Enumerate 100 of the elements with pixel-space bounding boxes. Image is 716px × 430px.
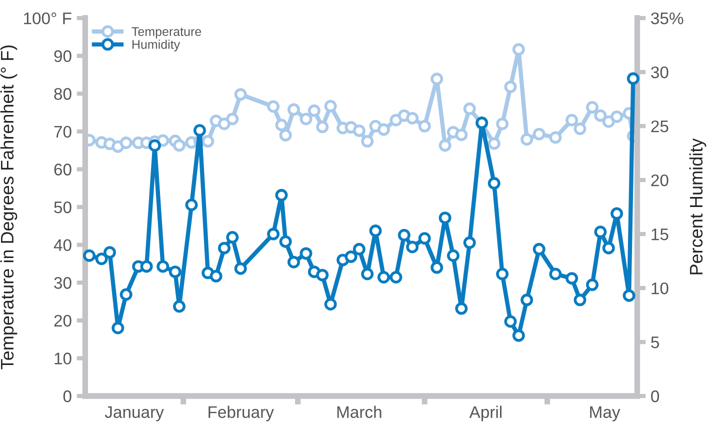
point (226, 112, 239, 126)
point (610, 207, 624, 220)
point (275, 118, 288, 132)
point (218, 118, 230, 130)
point (140, 260, 153, 273)
point (226, 231, 239, 244)
point (512, 43, 525, 56)
point (455, 302, 468, 315)
point (586, 278, 599, 292)
point (504, 315, 517, 328)
point (566, 272, 578, 285)
y-tick-label: 10 (54, 352, 72, 364)
point (210, 270, 222, 282)
legend-label: Humidity (132, 40, 180, 52)
point (234, 88, 247, 101)
point (193, 124, 206, 137)
point (202, 135, 214, 148)
point (549, 268, 562, 280)
point (156, 260, 170, 273)
point (95, 252, 108, 266)
point (168, 266, 182, 278)
point (610, 110, 624, 123)
point (148, 139, 161, 152)
point (156, 134, 170, 147)
x-tick-label: April (469, 406, 502, 422)
y-tick-label: 40 (54, 239, 72, 252)
y2-tick-label: 25 (651, 120, 668, 132)
point (626, 72, 640, 85)
y-axis-title: Temperature in Degrees Fahrenheit (° F) (0, 45, 18, 370)
y-tick-label: 80 (54, 88, 72, 100)
point (112, 322, 124, 334)
point (532, 128, 546, 140)
point (120, 288, 132, 301)
point (438, 212, 452, 224)
point (438, 139, 452, 152)
x-tick-label: January (104, 406, 164, 422)
y-tick-label: 50 (54, 201, 72, 214)
x-tick-label: February (208, 406, 274, 422)
point (279, 235, 292, 248)
point (504, 80, 517, 94)
point (594, 226, 607, 238)
point (488, 137, 500, 150)
y-tick-label: 60 (54, 164, 72, 176)
point (574, 294, 586, 306)
point (267, 100, 280, 113)
point (288, 103, 300, 116)
point (512, 329, 525, 342)
point (406, 112, 419, 124)
point (463, 102, 476, 116)
point (463, 236, 476, 249)
point (488, 177, 500, 190)
point (602, 242, 615, 254)
point (549, 131, 562, 144)
point (574, 122, 586, 136)
point (496, 118, 509, 130)
point (173, 300, 186, 313)
point (218, 242, 230, 254)
y2-tick-label: 0 (651, 390, 660, 402)
y2-axis-title: Percent Humidity (689, 138, 706, 274)
y-tick-label: 20 (54, 314, 72, 327)
y-tick-label: 70 (54, 126, 72, 138)
point (120, 136, 132, 150)
point (496, 268, 509, 280)
point (586, 101, 599, 114)
legend-label: Temperature (132, 27, 202, 38)
point (622, 289, 636, 302)
point (418, 120, 431, 132)
y2-tick-label: 35% (651, 12, 684, 24)
point (103, 246, 116, 259)
point (275, 188, 288, 202)
y2-tick-label: 10 (652, 282, 668, 294)
y2-tick-label: 15 (652, 228, 668, 240)
y2-tick-label: 5 (651, 336, 660, 348)
point (430, 261, 444, 274)
point (566, 114, 578, 126)
point (602, 115, 615, 128)
point (406, 240, 419, 254)
y2-tick-label: 30 (651, 66, 668, 78)
point (279, 128, 292, 142)
y2-tick-label: 20 (651, 174, 668, 186)
point (594, 109, 607, 122)
x-tick-label: May (590, 406, 620, 422)
point (83, 249, 96, 262)
y-tick-label: 0 (63, 390, 72, 402)
y-tick-label: 30 (54, 277, 72, 289)
point (520, 294, 534, 306)
point (173, 139, 186, 152)
point (234, 262, 247, 275)
point (446, 249, 460, 262)
point (267, 228, 280, 240)
point (430, 72, 444, 86)
point (418, 232, 431, 245)
point (288, 256, 300, 268)
x-tick-label: March (337, 406, 382, 418)
point (532, 242, 546, 256)
y-tick-label: 100° F (24, 12, 72, 24)
point (185, 198, 198, 212)
point (455, 128, 468, 142)
point (520, 133, 534, 146)
y-tick-label: 90 (54, 50, 72, 62)
